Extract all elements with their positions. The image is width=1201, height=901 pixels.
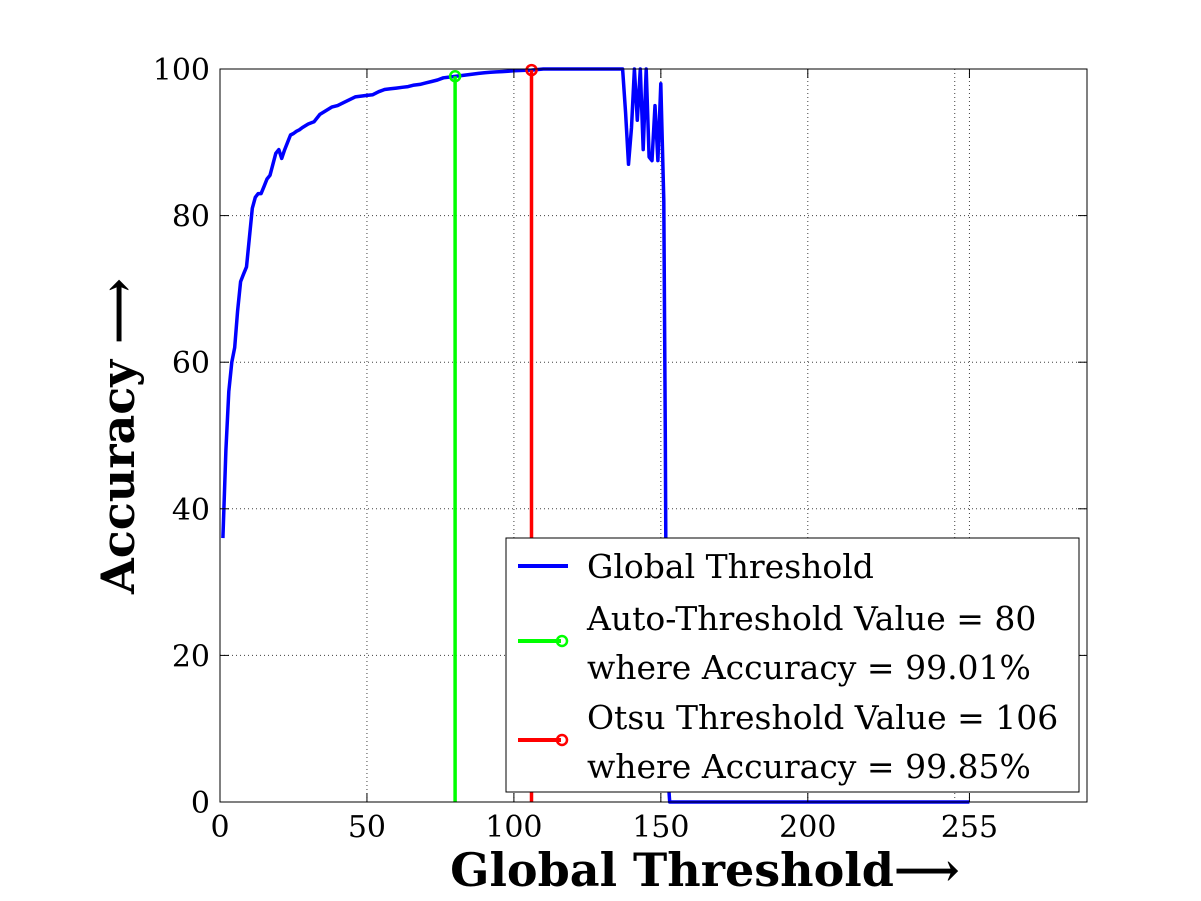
legend: Global Threshold Auto-Threshold Value = …: [505, 537, 1080, 793]
plot-frame: [219, 68, 1088, 803]
series-marker-auto-threshold: [448, 70, 462, 83]
legend-marker-otsu-threshold: [555, 733, 569, 747]
series-marker-otsu-threshold: [525, 63, 538, 77]
x-tick-label: 50: [348, 810, 386, 845]
y-tick-label: 20: [172, 639, 210, 674]
y-tick-label: 80: [172, 200, 210, 235]
x-tick-label: 0: [210, 810, 229, 845]
y-tick-label: 60: [172, 346, 210, 381]
y-tick-label: 40: [172, 493, 210, 528]
legend-box: [505, 537, 1080, 793]
series-line-global-threshold: [221, 67, 970, 804]
legend-label-auto-threshold-accuracy: where Accuracy = 99.01%: [587, 648, 1031, 687]
y-tick-label: 0: [191, 786, 210, 821]
ticks: [219, 68, 1087, 803]
legend-label-auto-threshold: Auto-Threshold Value = 80: [586, 599, 1036, 638]
x-tick-label: 150: [632, 810, 689, 845]
x-axis-title: Global Threshold⟶: [450, 843, 960, 897]
x-tick-label: 255: [941, 810, 998, 845]
legend-label-global-threshold: Global Threshold: [587, 547, 874, 586]
legend-label-otsu-threshold: Otsu Threshold Value = 106: [587, 698, 1058, 737]
legend-marker-auto-threshold: [555, 634, 569, 648]
legend-label-otsu-threshold-accuracy: where Accuracy = 99.85%: [587, 747, 1031, 786]
x-tick-label: 100: [485, 810, 542, 845]
x-tick-label: 200: [779, 810, 836, 845]
tick-labels: 0 50 100 150 200 255 0 20 40 60 80 100: [153, 53, 998, 845]
y-axis-title: Accuracy ⟶: [91, 278, 145, 595]
grid: [220, 69, 1087, 802]
y-tick-label: 100: [153, 53, 210, 88]
